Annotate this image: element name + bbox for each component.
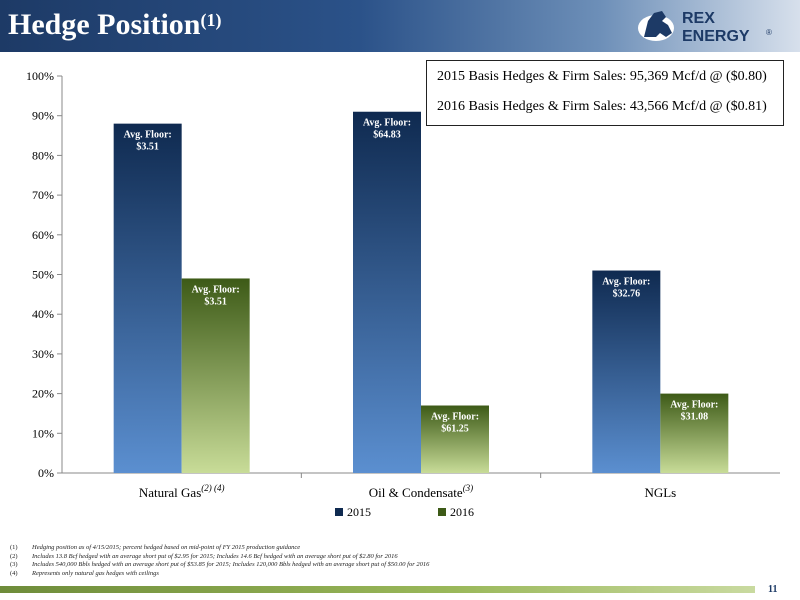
bar-data-label: Avg. Floor: $31.08 [670,400,718,423]
logo-registered-mark: ® [766,28,772,37]
y-tick-label: 80% [32,148,54,162]
title-footnote-ref: (1) [200,10,222,30]
logo-text-rex: REX [682,10,715,27]
footer-bar [0,586,755,593]
legend-swatch-2015 [335,508,343,516]
legend-label-2016: 2016 [450,505,474,519]
footnote: (1) Hedging position as of 4/15/2015; per… [10,544,301,551]
page-number: 11 [768,584,778,595]
y-tick-label: 30% [32,347,54,361]
bar-2015-1 [353,111,421,474]
x-category-label: NGLs [644,485,676,500]
y-tick-label: 50% [32,268,54,282]
basis-2016-text: 2016 Basis Hedges & Firm Sales: 43,566 M… [437,99,767,114]
footnote: (2) Includes 13.8 Bcf hedged with an aver… [10,552,398,560]
bar-data-label: Avg. Floor: $3.51 [192,284,240,307]
bar-2016-2 [660,393,729,473]
bar-2016-0 [181,278,250,473]
bar-data-label: Avg. Floor: $3.51 [124,130,172,153]
y-tick-label: 20% [32,387,54,401]
bar-data-label: Avg. Floor: $32.76 [602,277,650,300]
bar-data-label: Avg. Floor: $61.25 [431,412,479,435]
header-bar: Hedge Position(1) REX ENERGY ® [0,0,800,52]
x-category-label: Natural Gas(2) (4) [139,483,225,500]
basis-2015-text: 2015 Basis Hedges & Firm Sales: 95,369 M… [437,69,767,84]
bar-2015-0 [113,123,182,473]
y-tick-label: 10% [32,426,54,440]
y-tick-label: 100% [26,69,54,83]
bar-data-label: Avg. Floor: $64.83 [363,118,411,141]
logo-text-energy: ENERGY [682,28,750,45]
footnote: (4) Represents only natural gas hedges wi… [10,569,159,577]
company-logo: REX ENERGY ® [638,10,772,45]
bar-2015-2 [592,270,661,473]
y-tick-label: 90% [32,109,54,123]
hedge-bar-chart: 0% 10% 20% 30% 40% 50% 60% 70% 80% 90% 100% Avg. Fl… [26,69,780,519]
y-tick-label: 40% [32,307,54,321]
footnote: (3) Includes 540,000 Bbls hedged with an … [10,561,430,568]
y-tick-label: 0% [38,466,54,480]
page-title: Hedge Position(1) [8,8,222,41]
x-category-label: Oil & Condensate(3) [369,483,473,500]
y-tick-label: 70% [32,188,54,202]
y-tick-label: 60% [32,228,54,242]
footnotes: (1) Hedging position as of 4/15/2015; per… [10,544,429,578]
bar-2016-1 [421,405,489,473]
basis-hedges-box: 2015 Basis Hedges & Firm Sales: 95,369 M… [426,60,784,126]
legend-swatch-2016 [438,508,446,516]
legend-label-2015: 2015 [347,505,371,519]
rearing-horse-logo-icon [638,11,674,41]
